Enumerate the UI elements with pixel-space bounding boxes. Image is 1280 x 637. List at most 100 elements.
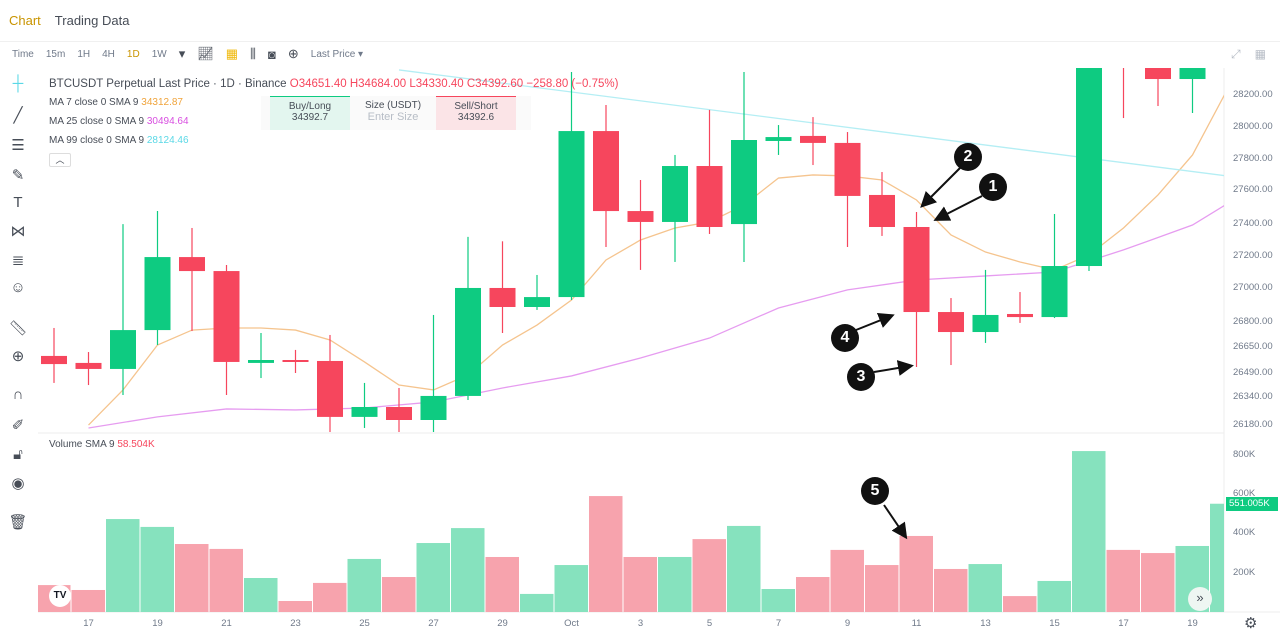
price-tick: 26180.00 [1233, 419, 1273, 430]
candle-body [1076, 68, 1102, 267]
ruler-icon[interactable]: 📏︎ [8, 320, 28, 337]
volume-bar [1072, 451, 1106, 612]
ma25-label: MA 25 close 0 SMA 9 [49, 116, 145, 127]
interval-4h[interactable]: 4H [102, 48, 115, 60]
candle-body [1041, 266, 1068, 318]
tab-trading-data[interactable]: Trading Data [54, 13, 130, 28]
emoji-icon[interactable]: ☺ [10, 279, 26, 296]
volume-tick: 200K [1233, 566, 1256, 578]
volume-bar [347, 558, 381, 612]
price-type-select[interactable]: Last Price ▾ [310, 48, 364, 60]
tradingview-logo: TV [49, 585, 71, 607]
volume-bar [520, 593, 554, 612]
top-tabs: Chart Trading Data [0, 0, 1280, 42]
date-tick: 27 [428, 618, 439, 629]
volume-bar [830, 549, 864, 612]
expand-icon[interactable]: ⤢ [1231, 47, 1241, 61]
ma99-value: 28124.46 [146, 135, 189, 146]
crosshair-icon[interactable]: ┼ [12, 75, 24, 92]
volume-bar [209, 548, 243, 612]
collapse-legend-button[interactable]: ︿ [49, 153, 71, 167]
price-tick: 27400.00 [1233, 218, 1273, 229]
volume-bar [451, 528, 485, 612]
window-controls: ⤢ ▦ [1231, 47, 1266, 62]
interval-15m[interactable]: 15m [45, 48, 66, 60]
date-tick: 15 [1049, 618, 1060, 629]
annotation-badge-1: 1 [979, 173, 1007, 201]
candle-body [386, 406, 412, 420]
volume-label: Volume SMA 9 [49, 439, 115, 450]
volume-bar [106, 519, 140, 612]
candle-body [420, 395, 447, 420]
eye-icon[interactable]: ◉ [11, 475, 25, 492]
candles [41, 68, 1206, 432]
tab-chart[interactable]: Chart [9, 13, 41, 28]
ma-line [88, 94, 1224, 426]
settings-gear-icon[interactable]: ⚙ [1244, 615, 1258, 632]
annotation-arrow [933, 195, 983, 221]
grid-icon[interactable]: ▦ [1254, 47, 1266, 61]
ma99-legend[interactable]: MA 99 close 0 SMA 9 28124.46 [49, 135, 189, 146]
size-input[interactable]: Size (USDT) Enter Size [350, 96, 436, 130]
drawing-toolbar: ┼ ╱ ☰ ✎ T ⋈ ≣ ☺ 📏︎ ⊕ ∩ ✐ 🔓︎ ◉ 🗑︎ [0, 70, 36, 540]
candle-body [317, 360, 343, 417]
indicators-icon[interactable]: 📈︎ [197, 46, 214, 61]
ma25-legend[interactable]: MA 25 close 0 SMA 9 30494.64 [49, 116, 189, 127]
candle-body [938, 312, 964, 333]
trash-icon[interactable]: 🗑︎ [8, 514, 28, 531]
candle-body [524, 297, 550, 307]
magnet-icon[interactable]: ∩ [12, 386, 24, 403]
ma7-legend[interactable]: MA 7 close 0 SMA 9 34312.87 [49, 97, 183, 108]
buy-long-button[interactable]: Buy/Long 34392.7 [270, 96, 350, 130]
zoom-in-icon[interactable]: ⊕ [11, 348, 25, 365]
date-tick: 11 [911, 618, 922, 629]
pattern-icon[interactable]: ⋈ [10, 223, 26, 240]
candle-body [696, 166, 723, 227]
volume-bar [278, 600, 312, 612]
volume-bar [623, 556, 657, 612]
quick-trade-panel: Buy/Long 34392.7 Size (USDT) Enter Size Se… [261, 96, 531, 130]
annotation-badge-4: 4 [831, 324, 859, 352]
volume-legend: Volume SMA 9 58.504K [49, 439, 155, 450]
interval-1d[interactable]: 1D [126, 48, 140, 60]
camera-icon[interactable]: ◙ [268, 46, 276, 62]
sell-price: 34392.6 [457, 112, 495, 123]
text-icon[interactable]: T [13, 194, 23, 211]
annotation-arrow [883, 504, 908, 540]
parallel-lines-icon[interactable]: ☰ [11, 137, 25, 154]
symbol-title: BTCUSDT Perpetual Last Price · 1D · Bina… [49, 78, 287, 90]
candle-body [248, 360, 274, 363]
annotation-badge-2: 2 [954, 143, 982, 171]
trendline-icon[interactable]: ╱ [13, 107, 23, 124]
date-tick: 23 [290, 618, 301, 629]
price-tick: 27600.00 [1233, 184, 1273, 195]
layout-icon[interactable]: ▦ [225, 46, 239, 61]
unlock-icon[interactable]: 🔓︎ [13, 446, 23, 463]
interval-dropdown-icon[interactable]: ▾ [178, 46, 186, 61]
volume-bar [761, 589, 795, 612]
buy-price: 34392.7 [291, 112, 329, 123]
price-tick: 27000.00 [1233, 282, 1273, 293]
ma99-label: MA 99 close 0 SMA 9 [49, 135, 145, 146]
brush-icon[interactable]: ✎ [11, 167, 25, 184]
volume-bar [1003, 596, 1037, 612]
time-label[interactable]: Time [12, 48, 34, 60]
scroll-to-realtime-button[interactable]: » [1188, 587, 1212, 611]
interval-1h[interactable]: 1H [77, 48, 91, 60]
lock-drawing-icon[interactable]: ✐ [11, 417, 25, 434]
price-tick: 26800.00 [1233, 316, 1273, 327]
date-tick: 13 [980, 618, 991, 629]
interval-1w[interactable]: 1W [151, 48, 167, 60]
candle-body [179, 257, 205, 272]
size-label: Size (USDT) [364, 100, 422, 111]
candle-type-icon[interactable]: ⫼ [250, 46, 257, 61]
annotation-arrow [920, 167, 961, 208]
date-tick: 3 [637, 618, 644, 629]
add-icon[interactable]: ⊕ [287, 46, 299, 61]
fib-icon[interactable]: ≣ [11, 252, 25, 269]
volume-bar [899, 535, 933, 612]
candle-body [282, 360, 309, 362]
sell-short-button[interactable]: Sell/Short 34392.6 [436, 96, 516, 130]
ma7-value: 34312.87 [141, 97, 183, 108]
